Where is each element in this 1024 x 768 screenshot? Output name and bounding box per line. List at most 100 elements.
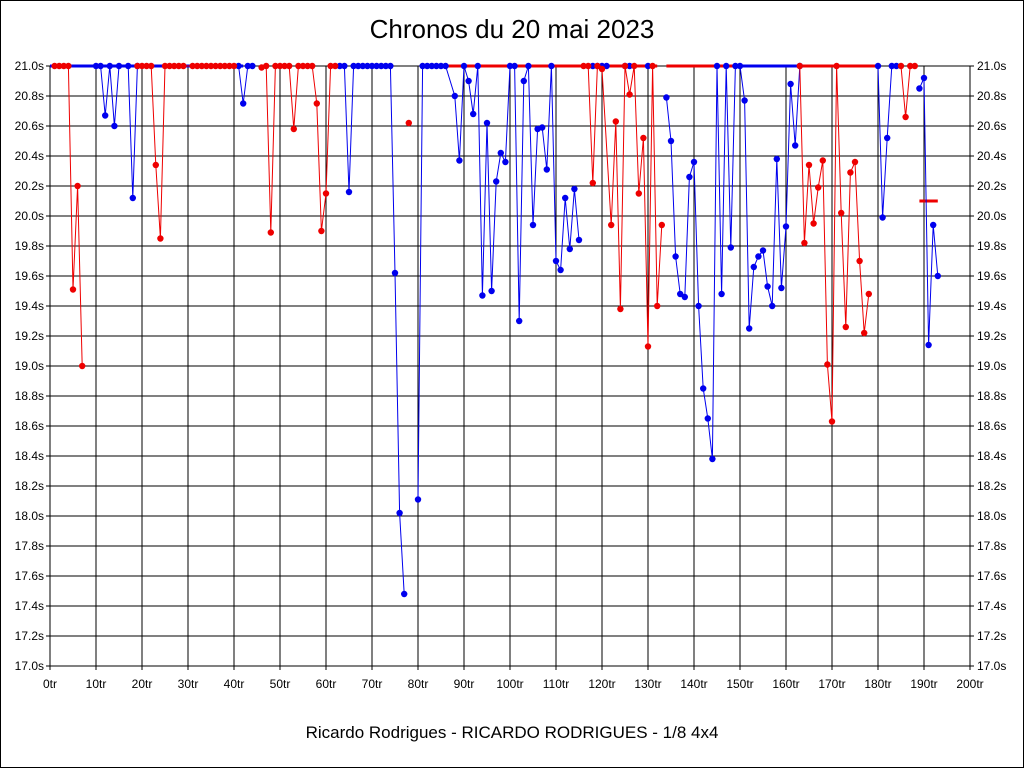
y-tick-label-left: 20.0s: [15, 209, 44, 223]
data-point: [520, 77, 527, 85]
data-point: [925, 341, 932, 349]
data-point: [442, 62, 449, 70]
data-point: [736, 62, 744, 70]
data-point: [355, 62, 362, 70]
data-point: [874, 62, 882, 70]
data-point: [525, 62, 532, 70]
data-point: [773, 155, 780, 163]
x-tick-label: 150tr: [726, 677, 753, 691]
x-tick-label: 100tr: [496, 677, 523, 691]
y-tick-label-left: 19.4s: [15, 299, 44, 313]
y-tick-label-left: 18.2s: [15, 479, 44, 493]
data-point: [626, 91, 633, 98]
data-point: [934, 272, 941, 280]
data-point: [281, 62, 288, 70]
data-point: [782, 223, 790, 230]
y-tick-label-right: 18.6s: [977, 419, 1006, 433]
data-point: [769, 302, 776, 310]
data-point: [368, 62, 376, 70]
data-point: [594, 62, 601, 70]
data-point: [230, 62, 238, 70]
data-point: [465, 77, 472, 85]
x-tick-label: 90tr: [454, 677, 475, 691]
data-point: [483, 119, 491, 127]
y-tick-label-right: 20.6s: [977, 119, 1006, 133]
x-tick-label: 50tr: [270, 677, 291, 691]
data-point: [644, 62, 652, 70]
data-point: [263, 62, 270, 70]
data-point: [557, 266, 564, 274]
y-tick-label-left: 20.4s: [15, 149, 44, 163]
y-tick-label-left: 18.6s: [15, 419, 44, 433]
data-point: [916, 85, 923, 92]
data-point: [391, 269, 399, 277]
y-tick-label-left: 20.8s: [15, 89, 44, 103]
data-point: [833, 62, 840, 70]
data-point: [654, 302, 661, 310]
data-point: [479, 292, 486, 299]
y-tick-label-left: 17.2s: [15, 629, 44, 643]
data-point: [635, 190, 642, 197]
y-tick-label-right: 20.2s: [977, 179, 1006, 193]
y-tick-label-right: 18.0s: [977, 509, 1006, 523]
y-tick-label-left: 17.4s: [15, 599, 44, 613]
data-point: [382, 62, 389, 70]
x-tick-label: 30tr: [178, 677, 199, 691]
data-point: [497, 149, 504, 157]
y-tick-label-left: 18.0s: [15, 509, 44, 523]
data-point: [930, 221, 937, 229]
data-point: [217, 62, 224, 70]
data-point: [755, 253, 762, 260]
data-point: [405, 119, 412, 127]
data-point: [690, 158, 698, 166]
y-tick-label-right: 20.8s: [977, 89, 1006, 103]
data-point: [663, 94, 670, 101]
data-point: [764, 283, 771, 290]
y-tick-label-right: 19.8s: [977, 239, 1006, 253]
data-point: [401, 590, 408, 598]
data-point: [851, 158, 859, 166]
x-tick-label: 130tr: [634, 677, 661, 691]
data-point: [566, 245, 573, 253]
data-point: [414, 496, 422, 503]
data-point: [470, 110, 477, 118]
data-point: [598, 65, 606, 73]
data-point: [727, 244, 734, 251]
data-point: [571, 185, 578, 193]
data-point: [488, 287, 495, 295]
data-point: [226, 62, 233, 70]
data-point: [295, 62, 302, 70]
data-point: [212, 62, 219, 70]
data-point: [166, 62, 173, 70]
data-point: [589, 179, 596, 187]
x-tick-label: 70tr: [362, 677, 383, 691]
data-point: [364, 62, 371, 70]
data-point: [805, 161, 813, 169]
data-point: [460, 62, 468, 70]
data-point: [681, 293, 688, 301]
y-tick-label-right: 19.4s: [977, 299, 1006, 313]
data-point: [240, 100, 247, 107]
data-point: [235, 62, 242, 70]
data-point: [433, 62, 440, 70]
data-point: [920, 74, 928, 82]
y-tick-label-left: 18.8s: [15, 389, 44, 403]
y-tick-label-left: 18.4s: [15, 449, 44, 463]
data-point: [672, 253, 679, 260]
data-point: [612, 118, 619, 125]
data-point: [313, 100, 320, 107]
data-point: [106, 62, 114, 70]
data-point: [644, 343, 652, 350]
x-tick-label: 110tr: [543, 677, 569, 691]
data-point: [589, 62, 596, 70]
data-point: [861, 329, 868, 337]
data-point: [746, 325, 753, 332]
data-point: [796, 62, 803, 70]
data-point: [345, 188, 353, 196]
y-tick-label-left: 17.0s: [15, 659, 44, 673]
data-point: [552, 257, 560, 265]
data-point: [387, 62, 394, 70]
x-tick-label: 170tr: [818, 677, 845, 691]
data-point: [221, 62, 228, 70]
